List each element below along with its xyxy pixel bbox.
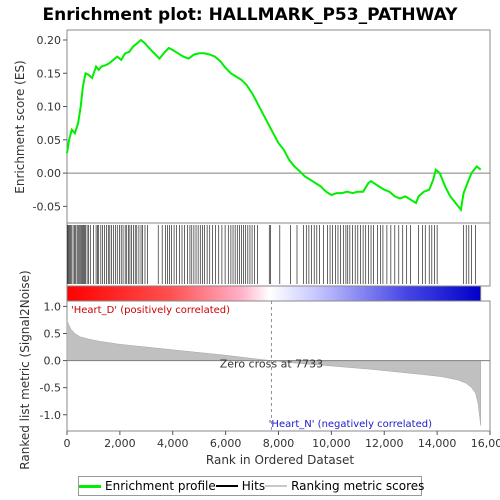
es-y-tick-label: -0.05 bbox=[33, 200, 61, 213]
legend-label-ranking-metric-scores: Ranking metric scores bbox=[291, 479, 424, 493]
x-ticks: 0 2,000 4,000 6,000 8,000 10,000 12,000 14,000 1… bbox=[64, 431, 500, 450]
es-y-axis-label: Enrichment score (ES) bbox=[13, 60, 27, 193]
rank-color-bar-fill bbox=[67, 286, 481, 301]
metric-y-ticks: -1.0 -0.5 0.0 0.5 1.0 bbox=[40, 300, 67, 421]
legend: Enrichment profile Hits Ranking metric s… bbox=[78, 476, 422, 496]
es-y-tick-label: 0.15 bbox=[37, 67, 62, 80]
metric-y-axis-label: Ranked list metric (Signal2Noise) bbox=[18, 270, 32, 469]
hits-panel bbox=[67, 223, 490, 286]
es-y-tick-label: 0.20 bbox=[37, 34, 62, 47]
legend-item-hits: Hits bbox=[216, 479, 265, 493]
legend-label-hits: Hits bbox=[242, 479, 265, 493]
legend-item-ranking-metric-scores: Ranking metric scores bbox=[265, 479, 424, 493]
x-tick-label: 0 bbox=[64, 437, 71, 450]
x-tick-label: 8,000 bbox=[263, 437, 295, 450]
negative-correlation-label: 'Heart_N' (negatively correlated) bbox=[269, 419, 432, 430]
es-y-ticks: -0.05 0.00 0.05 0.10 0.15 0.20 bbox=[33, 34, 67, 213]
metric-y-tick-label: -1.0 bbox=[40, 409, 61, 422]
rank-color-bar bbox=[67, 286, 481, 301]
metric-y-tick-label: 0.5 bbox=[44, 328, 62, 341]
x-tick-label: 4,000 bbox=[157, 437, 189, 450]
zero-cross-label: Zero cross at 7733 bbox=[220, 358, 323, 371]
metric-y-tick-label: 0.0 bbox=[44, 355, 62, 368]
es-panel-frame bbox=[67, 30, 490, 223]
metric-y-tick-label: 1.0 bbox=[44, 300, 62, 313]
es-y-tick-label: 0.00 bbox=[37, 167, 62, 180]
chart-title: Enrichment plot: HALLMARK_P53_PATHWAY bbox=[43, 5, 459, 25]
x-tick-label: 16,000 bbox=[471, 437, 500, 450]
x-tick-label: 10,000 bbox=[312, 437, 351, 450]
x-axis-label: Rank in Ordered Dataset bbox=[206, 453, 354, 467]
legend-swatch-enrichment-profile bbox=[79, 485, 101, 488]
x-tick-label: 12,000 bbox=[365, 437, 404, 450]
x-tick-label: 2,000 bbox=[104, 437, 136, 450]
x-tick-label: 14,000 bbox=[418, 437, 457, 450]
legend-swatch-hits bbox=[216, 485, 238, 487]
legend-swatch-ranking-metric-scores bbox=[265, 485, 287, 487]
es-y-tick-label: 0.10 bbox=[37, 101, 62, 114]
positive-correlation-label: 'Heart_D' (positively correlated) bbox=[71, 305, 230, 316]
hits-panel-frame bbox=[67, 223, 490, 286]
es-y-tick-label: 0.05 bbox=[37, 134, 62, 147]
legend-item-enrichment-profile: Enrichment profile bbox=[79, 479, 216, 493]
legend-label-enrichment-profile: Enrichment profile bbox=[105, 479, 216, 493]
x-tick-label: 6,000 bbox=[210, 437, 242, 450]
x-axis: 0 2,000 4,000 6,000 8,000 10,000 12,000 14,000 1… bbox=[64, 431, 500, 467]
metric-y-tick-label: -0.5 bbox=[40, 382, 61, 395]
es-panel: -0.05 0.00 0.05 0.10 0.15 0.20 Enrichment sco… bbox=[13, 30, 490, 223]
